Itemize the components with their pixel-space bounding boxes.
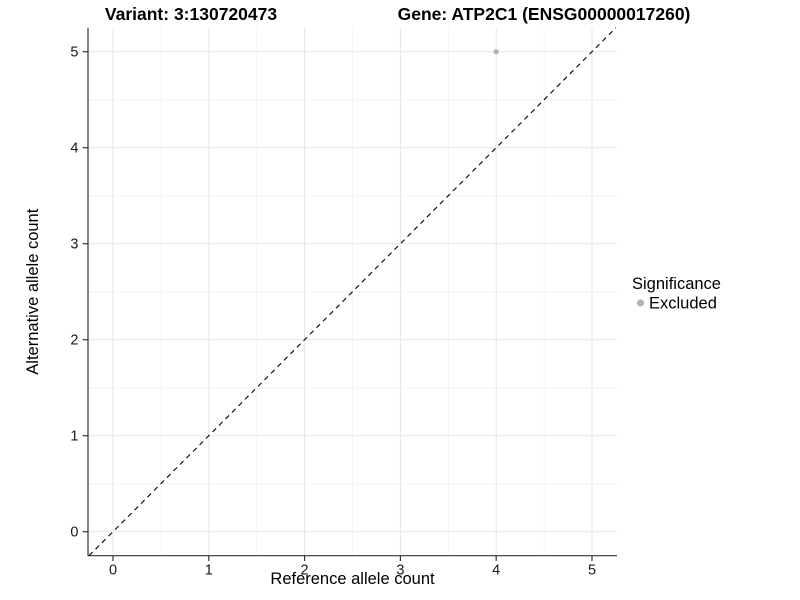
x-tick-labels: 0 1 2 3 4 5 (109, 563, 596, 579)
x-tick-label: 1 (205, 563, 213, 579)
x-axis-title: Reference allele count (270, 570, 435, 588)
plot-title-variant: Variant: 3:130720473 (105, 4, 277, 24)
y-tick-label: 3 (70, 237, 78, 253)
y-tick-label: 0 (70, 525, 78, 541)
plot-title-gene: Gene: ATP2C1 (ENSG00000017260) (398, 4, 691, 24)
y-tick-label: 4 (70, 141, 78, 157)
identity-reference-line (88, 27, 617, 557)
y-axis-title: Alternative allele count (24, 208, 42, 374)
x-tick-label: 3 (396, 563, 404, 579)
y-tick-labels: 0 1 2 3 4 5 (70, 45, 78, 541)
x-tick-label: 5 (588, 563, 596, 579)
legend-swatch-excluded-icon (636, 299, 645, 307)
gridlines-minor (88, 27, 617, 556)
x-tick-label: 4 (492, 563, 500, 579)
x-tick-label: 2 (301, 563, 309, 579)
y-tick-label: 2 (70, 333, 78, 349)
y-tick-label: 5 (70, 45, 78, 61)
gridlines-major (88, 27, 617, 556)
legend-item-label: Excluded (649, 295, 717, 313)
axis-ticks (82, 51, 593, 561)
legend-title: Significance (632, 275, 721, 293)
x-tick-label: 0 (109, 563, 117, 579)
legend: Significance Excluded (632, 275, 721, 313)
data-point (493, 49, 499, 55)
y-tick-label: 1 (70, 429, 78, 445)
